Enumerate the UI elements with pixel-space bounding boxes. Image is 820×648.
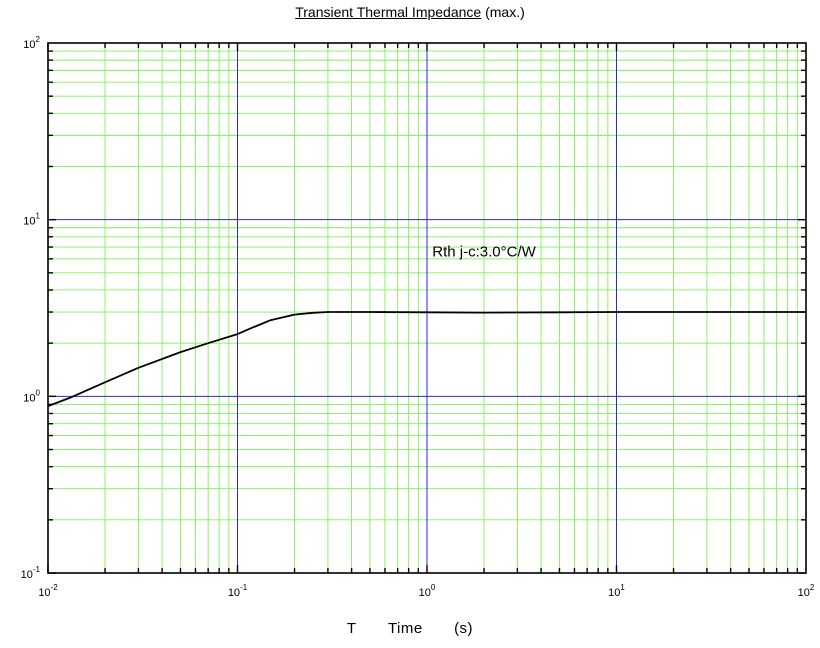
x-axis-unit: (s) <box>454 620 474 637</box>
annotation-label: Rth j-c:3.0°C/W <box>432 243 536 260</box>
x-tick-label: 10-1 <box>228 583 248 599</box>
x-tick-label: 100 <box>419 583 436 599</box>
x-tick-label: 10-2 <box>38 583 58 599</box>
x-axis-name: Time <box>387 620 423 637</box>
x-tick-label: 101 <box>608 583 625 599</box>
series-line-0 <box>47 311 806 407</box>
x-axis-label: T Time (s) <box>0 620 820 637</box>
chart-title: Transient Thermal Impedance (max.) <box>0 4 820 20</box>
y-tick-label: 10-1 <box>21 565 41 581</box>
x-tick-label: 102 <box>798 583 815 599</box>
y-tick-label: 102 <box>23 35 40 51</box>
chart-title-suffix: (max.) <box>485 4 525 20</box>
y-tick-label: 100 <box>23 388 40 404</box>
y-tick-label: 101 <box>23 212 40 228</box>
x-axis-symbol: T <box>346 620 357 637</box>
chart-title-main: Transient Thermal Impedance <box>295 4 482 20</box>
